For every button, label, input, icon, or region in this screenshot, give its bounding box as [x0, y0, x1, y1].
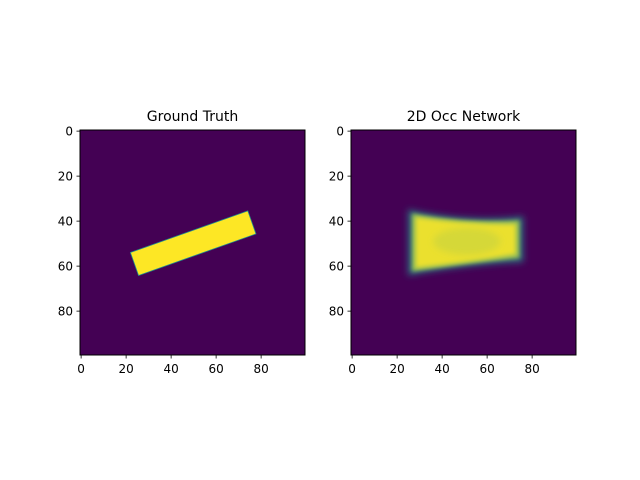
y-axis-ticks: 0 20 40 60 80: [329, 124, 351, 318]
occupancy-region-core: [433, 227, 501, 255]
x-tick-label: 0: [348, 362, 356, 376]
occupancy-region: [407, 209, 524, 276]
axes-frame: [350, 129, 577, 356]
y-tick-label: 80: [58, 304, 73, 318]
x-tick-label: 40: [434, 362, 449, 376]
x-tick-label: 80: [524, 362, 539, 376]
panel-title: Ground Truth: [147, 109, 238, 125]
axes-frame: [79, 129, 306, 356]
occupancy-region-fill: [130, 211, 256, 275]
x-tick-label: 80: [253, 362, 268, 376]
y-tick-label: 0: [65, 124, 73, 138]
y-tick-label: 20: [329, 169, 344, 183]
y-tick-label: 20: [58, 169, 73, 183]
y-tick-label: 0: [336, 124, 344, 138]
x-tick-label: 40: [163, 362, 178, 376]
y-tick-label: 40: [58, 214, 73, 228]
y-tick-label: 40: [329, 214, 344, 228]
x-tick-label: 20: [389, 362, 404, 376]
panel-title: 2D Occ Network: [407, 109, 521, 125]
y-tick-label: 80: [329, 304, 344, 318]
x-axis-ticks: 0 20 40 60 80: [77, 355, 269, 376]
heatmap-panel-occ-network: 2D Occ Network 0 20 40 60 80 0 20 40 60 80: [329, 109, 577, 376]
y-tick-label: 60: [58, 259, 73, 273]
x-tick-label: 0: [77, 362, 85, 376]
x-tick-label: 60: [479, 362, 494, 376]
x-tick-label: 60: [208, 362, 223, 376]
y-axis-ticks: 0 20 40 60 80: [58, 124, 80, 318]
heatmap-panel-ground-truth: Ground Truth 0 20 40 60 80 0 20 40 60 80: [58, 109, 306, 376]
y-tick-label: 60: [329, 259, 344, 273]
occupancy-region: [129, 210, 257, 276]
x-tick-label: 20: [118, 362, 133, 376]
x-axis-ticks: 0 20 40 60 80: [348, 355, 540, 376]
